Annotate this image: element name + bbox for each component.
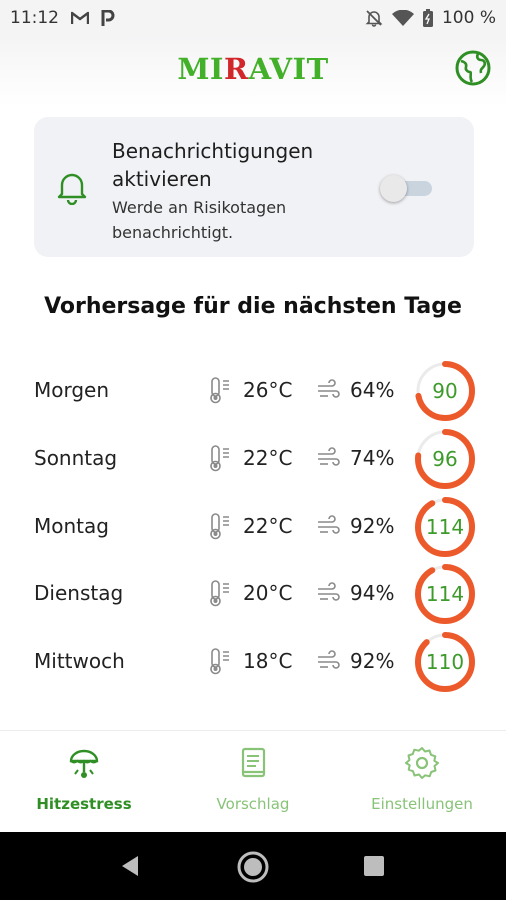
status-time: 11:12: [10, 8, 59, 28]
wind-humidity-icon: [316, 446, 342, 470]
gauge-arc: [415, 361, 475, 421]
thermometer-icon: [208, 579, 232, 607]
forecast-temperature: 22°C: [243, 446, 293, 470]
forecast-temperature: 18°C: [243, 649, 293, 673]
forecast-humidity: 92%: [350, 649, 395, 673]
miravit-logo: MIRAVIT: [177, 52, 329, 86]
bell-icon: [54, 169, 90, 206]
risk-index-value: 114: [425, 582, 465, 606]
forecast-day: Montag: [34, 514, 109, 538]
gmail-icon: [71, 11, 89, 25]
recents-icon[interactable]: [363, 855, 385, 881]
gauge-arc: [415, 632, 475, 692]
globe-icon[interactable]: [454, 49, 492, 87]
risk-index-value: 110: [425, 650, 465, 674]
wifi-icon: [391, 10, 414, 26]
forecast-humidity: 94%: [350, 581, 395, 605]
book-icon: [235, 745, 271, 781]
bottom-navigation: Hitzestress Vorschlag Einstellungen: [0, 730, 506, 832]
risk-gauge: [415, 429, 475, 489]
wind-humidity-icon: [316, 649, 342, 673]
status-bar: 11:12 100 %: [0, 0, 506, 36]
forecast-row: Montag 22°C 92% 114: [0, 492, 506, 560]
wind-humidity-icon: [316, 581, 342, 605]
nav-einstellungen[interactable]: Einstellungen: [338, 731, 506, 833]
forecast-title: Vorhersage für die nächsten Tage: [44, 294, 462, 319]
risk-gauge: [415, 361, 475, 421]
forecast-row: Mittwoch 18°C 92% 110: [0, 627, 506, 695]
risk-gauge: [415, 564, 475, 624]
system-navigation-bar: [0, 832, 506, 900]
battery-percent: 100 %: [441, 8, 496, 28]
notification-subtitle: Werde an Risikotagen benachrichtigt.: [112, 198, 287, 242]
forecast-row: Morgen 26°C 64% 90: [0, 356, 506, 424]
heat-stress-icon: [66, 745, 102, 781]
nav-label-vorschlag: Vorschlag: [216, 795, 290, 813]
wind-humidity-icon: [316, 378, 342, 402]
forecast-row: Sonntag 22°C 74% 96: [0, 424, 506, 492]
gauge-arc: [415, 564, 475, 624]
forecast-temperature: 26°C: [243, 378, 293, 402]
forecast-day: Morgen: [34, 378, 110, 402]
forecast-day: Sonntag: [34, 446, 118, 470]
risk-gauge: [415, 497, 475, 557]
nav-label-hitzestress: Hitzestress: [36, 795, 132, 813]
nav-vorschlag[interactable]: Vorschlag: [169, 731, 337, 833]
forecast-temperature: 20°C: [243, 581, 293, 605]
home-icon[interactable]: [236, 850, 270, 888]
risk-index-value: 96: [432, 447, 458, 471]
gauge-arc: [415, 429, 475, 489]
thermometer-icon: [208, 444, 232, 472]
nav-label-einstellungen: Einstellungen: [371, 795, 473, 813]
risk-index-value: 90: [432, 379, 458, 403]
forecast-row: Dienstag 20°C 94% 114: [0, 559, 506, 627]
forecast-temperature: 22°C: [243, 514, 293, 538]
back-icon[interactable]: [118, 854, 142, 882]
thermometer-icon: [208, 376, 232, 404]
thermometer-icon: [208, 647, 232, 675]
app-header: MIRAVIT: [0, 36, 506, 106]
risk-index-value: 114: [425, 515, 465, 539]
nav-hitzestress[interactable]: Hitzestress: [0, 731, 168, 833]
forecast-humidity: 74%: [350, 446, 395, 470]
forecast-day: Dienstag: [34, 581, 124, 605]
wind-humidity-icon: [316, 514, 342, 538]
notification-card: Benachrichtigungen aktivieren Werde an R…: [34, 117, 474, 257]
gear-icon: [404, 745, 440, 781]
thermometer-icon: [208, 512, 232, 540]
notification-toggle[interactable]: [380, 175, 434, 202]
forecast-humidity: 92%: [350, 514, 395, 538]
forecast-humidity: 64%: [350, 378, 395, 402]
bell-off-icon: [365, 9, 383, 27]
notification-title: Benachrichtigungen aktivieren: [112, 139, 314, 191]
battery-icon: [422, 9, 433, 27]
forecast-day: Mittwoch: [34, 649, 125, 673]
risk-gauge: [415, 632, 475, 692]
parking-app-icon: [101, 10, 115, 26]
gauge-arc: [415, 497, 475, 557]
toggle-knob: [380, 175, 407, 202]
